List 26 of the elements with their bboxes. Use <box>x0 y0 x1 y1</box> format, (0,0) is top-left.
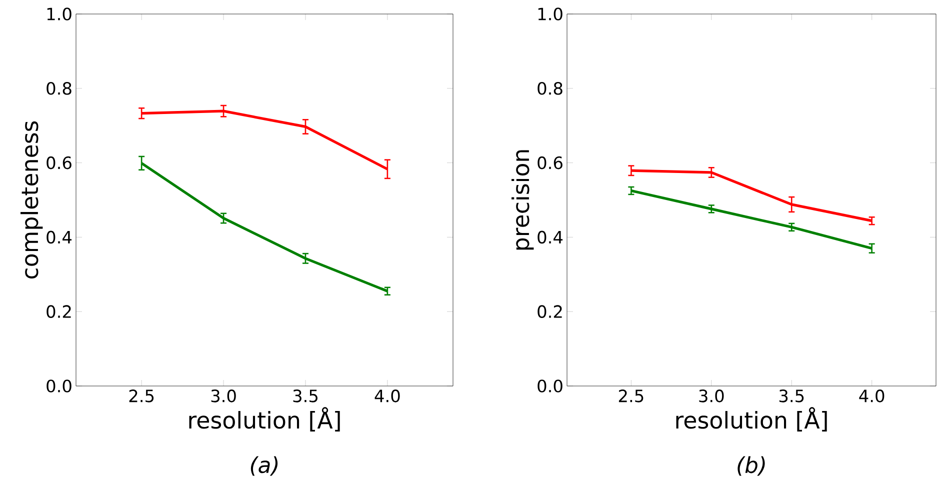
y-tick-label: 1.0 <box>538 8 562 20</box>
y-tick-label: 0.0 <box>46 380 72 392</box>
x-axis-title: resolution [Å] <box>676 407 827 432</box>
x-tick-label: 4.0 <box>374 390 400 402</box>
x-tick-label: 3.0 <box>699 390 724 402</box>
x-tick-label: 4.0 <box>859 390 884 402</box>
x-tick-label: 3.5 <box>293 390 318 402</box>
y-tick-label: 0.6 <box>46 156 72 170</box>
y-tick-label: 0.0 <box>538 380 562 392</box>
y-tick-label: 0.6 <box>538 156 562 170</box>
y-tick-label: 0.4 <box>538 230 563 244</box>
y-axis-title: precision <box>512 150 534 250</box>
text: (b) <box>738 456 765 476</box>
x-tick-label: 2.5 <box>618 390 644 402</box>
y-tick-label: 0.4 <box>46 230 72 244</box>
text: (a) <box>250 456 278 476</box>
y-tick-label: 0.2 <box>538 305 562 318</box>
y-tick-label: 0.2 <box>46 305 71 318</box>
y-tick-label: 0.8 <box>538 82 562 95</box>
x-tick-label: 3.5 <box>779 390 804 402</box>
x-tick-label: 2.5 <box>129 390 154 402</box>
x-axis-title: resolution [Å] <box>189 407 340 432</box>
x-tick-label: 3.0 <box>211 390 236 402</box>
y-tick-label: 1.0 <box>47 8 72 20</box>
y-tick-label: 0.8 <box>46 82 72 95</box>
y-axis-title: completeness <box>20 121 43 278</box>
